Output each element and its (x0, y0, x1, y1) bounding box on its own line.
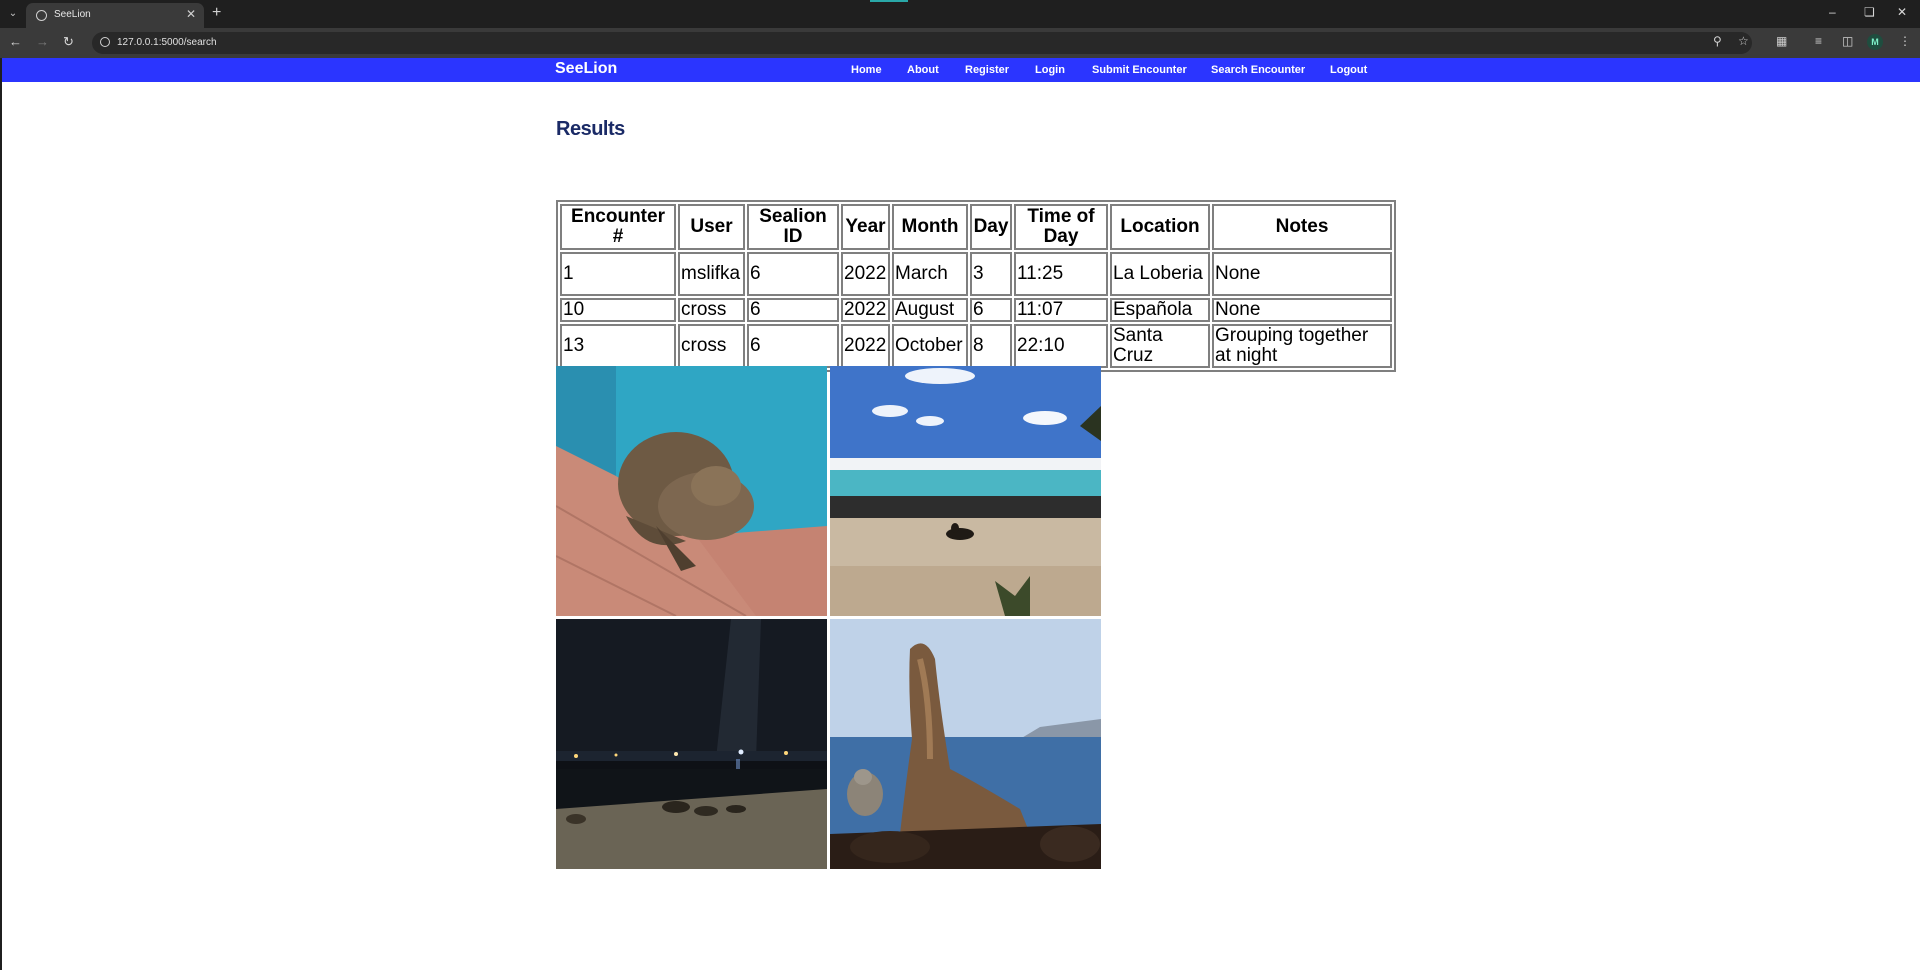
cell-notes: None (1212, 252, 1392, 296)
cell-location: Santa Cruz (1110, 324, 1210, 368)
tab-title: SeeLion (54, 9, 91, 20)
cell-day: 3 (970, 252, 1012, 296)
cell-location: La Loberia (1110, 252, 1210, 296)
close-window-icon[interactable]: ✕ (1897, 5, 1908, 19)
cell-user: cross (678, 324, 745, 368)
address-url[interactable]: 127.0.0.1:5000/search (117, 37, 217, 48)
cell-sealion-id: 6 (747, 298, 839, 322)
nav-home[interactable]: Home (851, 64, 882, 76)
header-line: Day (1043, 226, 1079, 247)
header-line: Day (973, 216, 1009, 237)
cell-month: March (892, 252, 968, 296)
globe-icon (36, 10, 47, 21)
tab-accent-bar (870, 0, 908, 2)
cell-year: 2022 (841, 324, 890, 368)
header-line: Location (1120, 216, 1200, 237)
header-encounter: Encounter # (560, 204, 676, 250)
table-row: 13 cross 6 2022 October 8 22:10 Santa Cr… (560, 324, 1392, 368)
sea-lion-beach-icon (830, 366, 1101, 616)
cell-month: August (892, 298, 968, 322)
sea-lion-rocks-icon (830, 619, 1101, 869)
browser-tab[interactable]: SeeLion ✕ (26, 3, 204, 28)
header-line: Notes (1275, 216, 1329, 237)
header-line: User (690, 216, 733, 237)
browser-tab-strip: ⌄ SeeLion ✕ + – ❏ ✕ (0, 0, 1920, 28)
nav-login[interactable]: Login (1035, 64, 1065, 76)
profile-avatar[interactable]: M (1867, 34, 1883, 50)
side-panel-icon[interactable]: ◫ (1842, 34, 1854, 48)
sea-lions-night-icon (556, 619, 827, 869)
cell-sealion-id: 6 (747, 324, 839, 368)
cell-day: 8 (970, 324, 1012, 368)
back-arrow-icon[interactable]: ← (9, 34, 22, 49)
nav-submit-encounter[interactable]: Submit Encounter (1092, 64, 1187, 76)
site-navbar: SeeLion Home About Register Login Submit… (2, 58, 1920, 82)
cell-notes: None (1212, 298, 1392, 322)
nav-register[interactable]: Register (965, 64, 1010, 76)
header-day: Day (970, 204, 1012, 250)
cell-user: cross (678, 298, 745, 322)
restore-icon[interactable]: ❏ (1864, 5, 1875, 19)
header-notes: Notes (1212, 204, 1392, 250)
header-location: Location (1110, 204, 1210, 250)
cell-encounter: 13 (560, 324, 676, 368)
forward-arrow-icon[interactable]: → (36, 34, 49, 49)
cell-time: 11:25 (1014, 252, 1108, 296)
cell-encounter: 10 (560, 298, 676, 322)
results-table: Encounter # User Sealion ID Year Month Day… (556, 200, 1396, 372)
header-sealion-id: Sealion ID (747, 204, 839, 250)
header-line: Time of (1027, 206, 1095, 227)
header-line: Encounter (571, 206, 665, 227)
cell-year: 2022 (841, 298, 890, 322)
cell-time: 22:10 (1014, 324, 1108, 368)
extensions-icon[interactable]: ▦ (1776, 34, 1788, 48)
media-controls-icon[interactable]: ≡ (1815, 34, 1823, 48)
cell-month: October (892, 324, 968, 368)
nav-logout[interactable]: Logout (1330, 64, 1368, 76)
cell-day: 6 (970, 298, 1012, 322)
more-menu-icon[interactable]: ⋮ (1899, 34, 1911, 48)
cell-encounter: 1 (560, 252, 676, 296)
cell-time: 11:07 (1014, 298, 1108, 322)
tab-search-chevron-icon[interactable]: ⌄ (8, 8, 18, 19)
table-row: 10 cross 6 2022 August 6 11:07 Española … (560, 298, 1392, 322)
site-info-icon[interactable] (100, 37, 110, 47)
cell-user: mslifka (678, 252, 745, 296)
nav-search-encounter[interactable]: Search Encounter (1211, 64, 1306, 76)
page-title: Results (556, 118, 625, 140)
header-line: ID (783, 226, 803, 247)
sea-lions-night-photo (556, 619, 827, 869)
header-month: Month (892, 204, 968, 250)
header-line: # (612, 226, 624, 247)
zoom-icon[interactable]: ⚲ (1713, 34, 1722, 48)
table-header-row: Encounter # User Sealion ID Year Month Day… (560, 204, 1392, 250)
photo-grid (556, 366, 1101, 876)
sea-lion-beach-photo (830, 366, 1101, 616)
header-line: Month (901, 216, 959, 237)
cell-location: Española (1110, 298, 1210, 322)
header-line: Year (845, 216, 886, 237)
header-user: User (678, 204, 745, 250)
bookmark-star-icon[interactable]: ☆ (1738, 34, 1749, 48)
site-brand[interactable]: SeeLion (555, 60, 618, 77)
new-tab-plus-icon[interactable]: + (212, 4, 222, 21)
header-time-of-day: Time of Day (1014, 204, 1108, 250)
sea-lion-sleeping-icon (556, 366, 827, 616)
reload-icon[interactable]: ↻ (63, 34, 74, 49)
cell-notes: Grouping together at night (1212, 324, 1392, 368)
nav-about[interactable]: About (907, 64, 939, 76)
minimize-icon[interactable]: – (1829, 5, 1836, 19)
header-line: Sealion (759, 206, 827, 227)
sea-lion-sleeping-photo (556, 366, 827, 616)
close-tab-icon[interactable]: ✕ (185, 7, 196, 21)
header-year: Year (841, 204, 890, 250)
address-bar[interactable]: 127.0.0.1:5000/search (92, 32, 1752, 54)
cell-year: 2022 (841, 252, 890, 296)
web-page: SeeLion Home About Register Login Submit… (0, 58, 1920, 970)
table-row: 1 mslifka 6 2022 March 3 11:25 La Loberi… (560, 252, 1392, 296)
sea-lion-rocks-photo (830, 619, 1101, 869)
cell-sealion-id: 6 (747, 252, 839, 296)
